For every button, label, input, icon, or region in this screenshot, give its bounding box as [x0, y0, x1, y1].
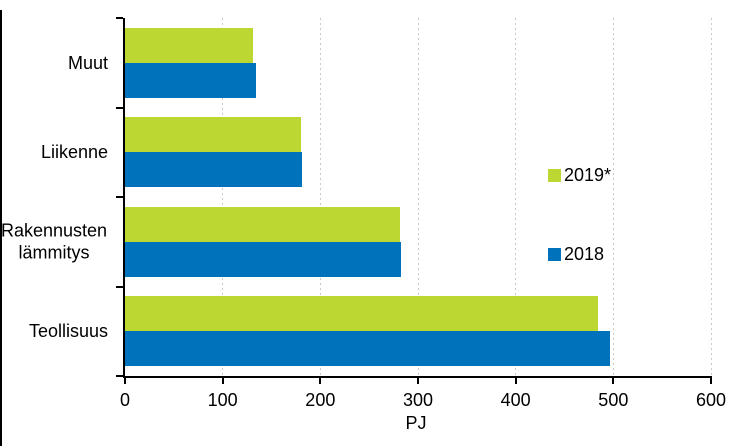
gridline: [710, 18, 712, 376]
category-label: Liikenne: [40, 142, 108, 162]
plot-area: 0 100 200 300 400 500 600: [116, 17, 726, 410]
bar-2018-3: [125, 241, 402, 277]
y-axis-tick: [116, 196, 123, 198]
x-axis-tick: [710, 376, 712, 384]
y-axis-tick: [116, 375, 123, 377]
x-axis-tick: [612, 376, 615, 384]
x-axis-tick: [514, 376, 517, 384]
x-axis-tick-label: 0: [119, 390, 131, 410]
gridline: [319, 18, 321, 376]
x-axis-tick-label: 600: [695, 390, 727, 410]
bar-2019-1: [125, 27, 253, 63]
y-axis-tick: [116, 106, 123, 109]
x-axis-tick-label: 300: [402, 390, 434, 410]
legend-label-2018: 2018: [564, 244, 605, 264]
y-axis-tick: [116, 17, 123, 19]
gridline: [417, 18, 419, 376]
legend-item-2018: 2018: [548, 244, 604, 265]
x-axis-title: PJ: [405, 413, 427, 433]
gridline: [222, 18, 224, 376]
x-axis-tick: [417, 376, 419, 384]
x-axis-tick: [221, 376, 224, 384]
gridline: [612, 18, 614, 376]
x-axis-tick-label: 100: [207, 390, 238, 410]
bar-2019-3: [125, 206, 401, 242]
category-label: Rakennusten lämmitys: [0, 220, 108, 263]
legend-item-2019: 2019*: [548, 165, 611, 186]
x-axis-tick: [319, 376, 322, 384]
bar-2018-1: [125, 62, 256, 98]
category-label: Teollisuus: [28, 321, 108, 341]
gridline: [515, 18, 517, 376]
x-axis-tick: [124, 376, 126, 384]
bar-2018-2: [125, 152, 302, 188]
bar-2018-4: [125, 331, 611, 367]
category-label: Muut: [67, 52, 108, 73]
bar-2019-2: [125, 117, 301, 153]
legend-label-2019: 2019*: [564, 165, 612, 185]
image-left-border: [0, 10, 2, 446]
x-axis-tick-label: 400: [500, 390, 531, 410]
legend-marker-2019-icon: [548, 169, 561, 182]
y-axis-tick: [116, 285, 123, 288]
x-axis-tick-label: 200: [305, 390, 336, 410]
x-axis-tick-label: 500: [598, 390, 629, 410]
legend-marker-2018-icon: [548, 248, 561, 261]
bar-2019-4: [125, 296, 598, 332]
